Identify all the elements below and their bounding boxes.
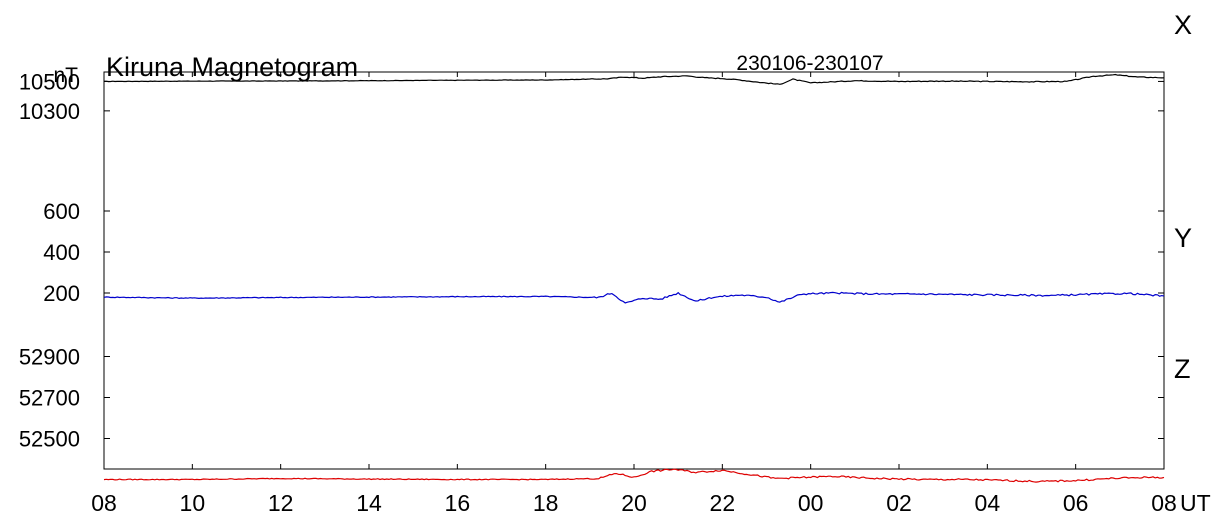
y-tick-label: 10500 [19,69,80,94]
axis-ticks [103,72,1165,469]
y-tick-labels: 10500 10300 600 400 200 52900 52700 52500 [19,69,80,451]
y-tick-label: 52500 [19,427,80,452]
series-label-z: Z [1174,354,1191,384]
x-tick-label: 02 [886,490,912,516]
x-tick-label: 10 [180,490,206,516]
x-tick-label: 06 [1063,490,1089,516]
series-lines [103,73,1165,483]
x-tick-label: 14 [356,490,382,516]
y-tick-label: 52900 [19,345,80,370]
y-tick-label: 400 [43,240,80,265]
unit-label: nT [53,64,78,87]
x-tick-label: 04 [975,490,1001,516]
y-tick-label: 600 [43,199,80,224]
x-tick-label: 12 [268,490,294,516]
x-unit-label: UT [1180,490,1211,516]
series-label-x: X [1174,10,1192,40]
x-tick-label: 08 [91,490,117,516]
series-label-y: Y [1174,223,1192,253]
y-tick-label: 200 [43,281,80,306]
x-tick-label: 08 [1151,490,1177,516]
x-tick-label: 00 [798,490,824,516]
series-line-z [103,468,1165,483]
x-tick-label: 16 [445,490,471,516]
x-tick-label: 20 [621,490,647,516]
series-line-x [103,73,1165,85]
series-labels: X Y Z [1174,10,1192,384]
y-tick-label: 10300 [19,99,80,124]
series-line-y [103,291,1165,304]
x-tick-label: 18 [533,490,559,516]
y-tick-label: 52700 [19,386,80,411]
date-range-label: 230106-230107 [736,52,883,75]
plot-frame [103,71,1165,470]
x-tick-labels: 08 10 12 14 16 18 20 22 00 02 04 06 08 [91,490,1177,516]
x-tick-label: 22 [710,490,736,516]
chart-title: Kiruna Magnetogram [106,52,358,82]
